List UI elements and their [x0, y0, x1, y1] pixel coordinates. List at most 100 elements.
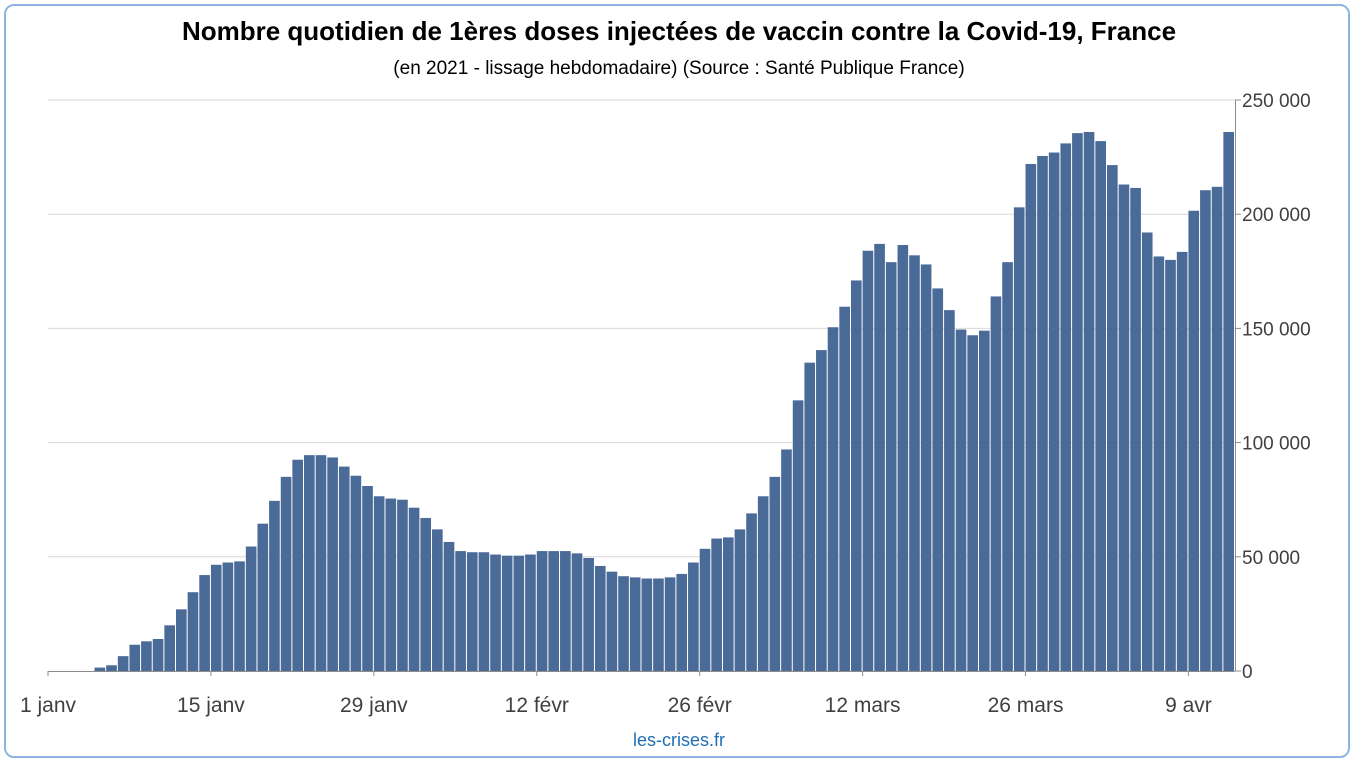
x-tick-label: 26 mars [988, 694, 1064, 717]
bar [385, 498, 397, 671]
x-tick-label: 1 janv [20, 694, 77, 717]
bar [757, 496, 769, 671]
bar [280, 476, 292, 671]
bar [501, 555, 513, 671]
bar [1060, 143, 1072, 671]
bar [1072, 133, 1083, 671]
bar [397, 499, 408, 671]
bar [909, 255, 920, 671]
bar [1200, 190, 1211, 671]
x-tick-label: 9 avr [1165, 694, 1212, 717]
bar [1048, 152, 1060, 671]
x-tick-label: 15 janv [177, 694, 245, 717]
bar [117, 656, 129, 671]
bar [373, 496, 385, 671]
bar [746, 513, 757, 671]
bar [722, 537, 734, 671]
x-tick-label: 26 févr [668, 694, 732, 717]
bar [292, 459, 304, 671]
bar [443, 541, 455, 671]
bar [571, 553, 583, 671]
bar [781, 449, 792, 671]
bar [885, 262, 897, 671]
bar [792, 400, 804, 671]
bar [1176, 251, 1188, 671]
x-tick-label: 12 mars [825, 694, 901, 717]
bar [222, 562, 234, 671]
bar [234, 561, 245, 671]
bar [257, 523, 269, 671]
bar [944, 310, 955, 671]
bar [1013, 207, 1025, 671]
bar [641, 578, 653, 671]
bar [734, 529, 746, 671]
bar [816, 350, 827, 671]
bar [699, 548, 711, 671]
bar [327, 457, 338, 671]
bar [490, 554, 501, 671]
bar [897, 245, 909, 671]
bar [804, 362, 816, 671]
bar [408, 507, 420, 671]
y-tick-label: 100 000 [1242, 434, 1311, 455]
bar [560, 551, 571, 671]
bar [688, 562, 699, 671]
bar [152, 639, 164, 671]
bar [245, 546, 257, 671]
bar [106, 665, 117, 671]
bar [1223, 131, 1234, 672]
bar [187, 592, 199, 671]
y-tick-label: 50 000 [1242, 548, 1300, 569]
bar [664, 577, 676, 671]
y-tick-label: 200 000 [1242, 205, 1311, 226]
bar [548, 551, 560, 671]
bar [129, 644, 141, 671]
y-tick-label: 250 000 [1242, 91, 1311, 112]
bar [525, 554, 536, 671]
bar [606, 571, 618, 671]
bar [1106, 165, 1118, 671]
bar [594, 565, 606, 671]
bar [932, 288, 944, 671]
bar [176, 609, 187, 671]
bar [1188, 210, 1200, 671]
bar [420, 517, 432, 671]
bar [1037, 155, 1048, 671]
bar [350, 475, 362, 671]
source-label: les-crises.fr [632, 730, 725, 750]
bar [432, 529, 443, 671]
x-tick-label: 12 févr [505, 694, 569, 717]
bar [304, 455, 315, 671]
bar [1130, 187, 1141, 671]
bar [1025, 163, 1037, 671]
bar [1002, 262, 1013, 671]
bar [478, 552, 490, 671]
bar [1153, 256, 1165, 671]
bar [629, 577, 641, 671]
bar [1095, 141, 1106, 672]
bar [1118, 184, 1130, 671]
bar [141, 641, 152, 671]
bar [653, 578, 664, 671]
bar [990, 296, 1002, 671]
bar [618, 576, 629, 671]
bar [315, 455, 327, 671]
bar [920, 264, 932, 671]
bar [874, 243, 885, 671]
bar [1083, 131, 1095, 672]
bar [1211, 186, 1223, 672]
bar [1165, 259, 1176, 671]
bar [210, 564, 222, 671]
bar [583, 557, 594, 671]
y-tick-label: 0 [1242, 662, 1253, 683]
x-tick-label: 29 janv [340, 694, 408, 717]
bar [466, 552, 478, 671]
chart-subtitle: (en 2021 - lissage hebdomadaire) (Source… [393, 58, 965, 79]
bar [94, 667, 106, 671]
bar [711, 538, 722, 671]
bar [676, 573, 688, 671]
y-tick-label: 150 000 [1242, 319, 1311, 340]
bar [362, 486, 373, 671]
bar [269, 500, 280, 671]
